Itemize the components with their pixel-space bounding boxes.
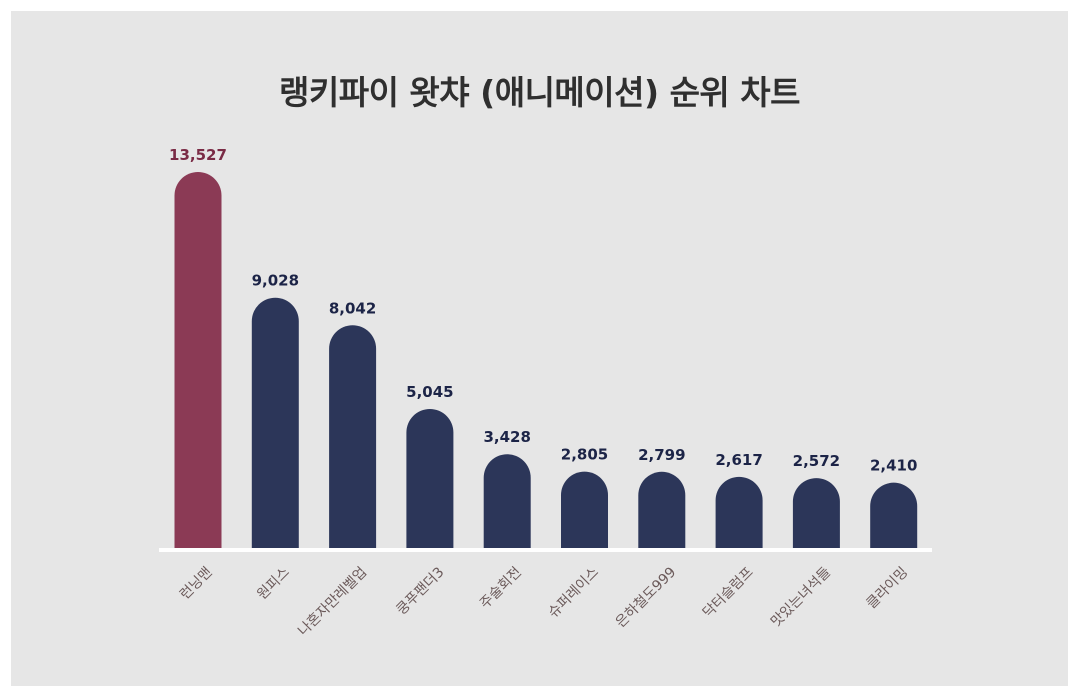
value-label: 2,410: [870, 457, 917, 475]
bars-layer: [174, 172, 918, 550]
category-label: 쿵푸팬더3: [393, 564, 447, 618]
bar-2: [251, 297, 299, 550]
category-labels-layer: 런닝맨 원피스 나혼자만레벨업 쿵푸팬더3 주술회전 슈퍼레이스 은하철도999 닥터슬럼프 맛…: [177, 564, 911, 639]
bar-8: [715, 476, 763, 550]
value-label: 2,799: [638, 446, 685, 464]
value-label: 2,572: [793, 452, 840, 470]
category-label: 나혼자만레벨업: [295, 564, 370, 639]
category-label: 슈퍼레이스: [545, 564, 602, 621]
value-label: 13,527: [169, 146, 227, 164]
value-label: 5,045: [406, 383, 453, 401]
chart-title: 랭키파이 왓챠 (애니메이션) 순위 차트: [278, 73, 801, 112]
category-label: 런닝맨: [177, 564, 216, 603]
category-label: 주술회전: [477, 564, 525, 612]
bar-1: [174, 172, 222, 550]
value-label: 3,428: [483, 428, 530, 446]
bar-7: [638, 471, 686, 550]
category-label: 은하철도999: [613, 564, 680, 631]
bar-4: [406, 409, 454, 550]
value-label: 9,028: [252, 272, 299, 290]
bar-6: [561, 471, 608, 550]
value-labels-layer: 13,527 9,028 8,042 5,045 3,428 2,805 2,799 2,61…: [169, 146, 917, 475]
category-label: 클라이밍: [864, 564, 912, 612]
bar-10: [870, 482, 918, 550]
bar-3: [329, 325, 377, 550]
bar-5: [483, 454, 531, 550]
category-label: 닥터슬럼프: [700, 564, 757, 621]
category-label: 원피스: [254, 564, 293, 603]
category-label: 맛있는녀석들: [768, 564, 834, 630]
value-label: 2,617: [715, 451, 762, 469]
value-label: 2,805: [561, 446, 608, 464]
value-label: 8,042: [329, 299, 376, 317]
bar-9: [792, 478, 840, 550]
